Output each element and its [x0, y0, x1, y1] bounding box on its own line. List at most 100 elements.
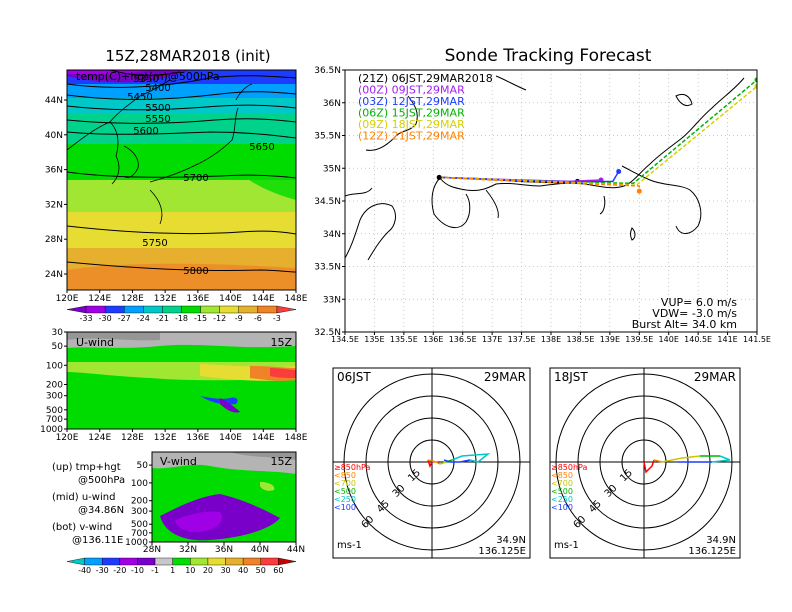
vwind-y-tick-label: 700 — [131, 529, 148, 539]
uwind-frame — [66, 331, 297, 430]
map-overlay-label: temp(C)+hgt(m)@500hPa — [76, 70, 220, 83]
launch-point — [436, 174, 442, 180]
track-x-tick-label: 141E — [717, 335, 737, 344]
wind-colorbar-swatch — [137, 557, 156, 566]
temp-colorbar-label: -9 — [235, 314, 243, 323]
temp-colorbar-swatch — [85, 305, 106, 314]
polar-hodograph-segment — [653, 459, 663, 463]
vwind-y-tick-label: 50 — [137, 461, 149, 471]
track-series-line — [439, 176, 641, 192]
vwind-x-tick-label: 40N — [251, 545, 269, 555]
polar-level-label: <100 — [551, 503, 573, 512]
uwind-x-tick-label: 148E — [285, 433, 308, 443]
track-y-tick-label: 34.5N — [314, 197, 341, 207]
uwind-x-tick-label: 144E — [252, 433, 275, 443]
track-y-tick-label: 33.5N — [314, 263, 341, 273]
track-x-tick-label: 139.5E — [625, 335, 653, 344]
polar-time-label: 06JST — [337, 370, 371, 384]
temp-colorbar-swatch — [124, 305, 144, 314]
sonde-params: VUP= 6.0 m/s VDW= -3.0 m/s Burst Alt= 34… — [632, 296, 738, 331]
polar-time-label: 18JST — [554, 370, 588, 384]
track-burst-point — [636, 188, 642, 194]
temp-colorbar-swatch — [219, 305, 239, 314]
wind-colorbar-label: -10 — [131, 566, 144, 575]
temperature-colorbar: -33 -30 -27 -24 -21 -18 -15 -12 -9 -6 -3 — [66, 305, 297, 323]
track-y-tick-label: 32.5N — [314, 328, 341, 338]
note-up-level: @500hPa — [78, 475, 125, 486]
contour-label: 5800 — [183, 266, 208, 277]
uwind-y-tick-label: 50 — [52, 342, 64, 352]
track-y-tick-label: 33N — [323, 295, 341, 305]
map-x-tick-label: 120E — [56, 294, 79, 304]
uwind-x-tick-label: 140E — [219, 433, 242, 443]
vwind-hour-tag: 15Z — [270, 455, 292, 468]
launch-list: (21Z) 06JST,29MAR2018(00Z) 09JST,29MAR(0… — [358, 72, 493, 143]
wind-colorbar-swatch — [260, 557, 279, 566]
polar-level-label: <700 — [334, 479, 356, 488]
polar-level-label: ≥850hPa — [551, 463, 588, 472]
temp-colorbar-label: -21 — [156, 314, 169, 323]
map-x-tick-label: 140E — [219, 294, 242, 304]
wind-colorbar-label: 60 — [273, 566, 283, 575]
contour-label: 5700 — [183, 173, 208, 184]
temp-colorbar-swatch — [200, 305, 220, 314]
polar-unit-label: ms-1 — [554, 540, 579, 551]
temp-colorbar-label: -3 — [273, 314, 281, 323]
wind-colorbar-label: 50 — [256, 566, 266, 575]
uwind-y-tick-label: 30 — [52, 328, 64, 338]
polar-lat-label: 34.9N — [706, 535, 736, 546]
contour-label: 5750 — [142, 238, 167, 249]
track-x-tick-label: 138.5E — [566, 335, 594, 344]
vwind-x-tick-label: 28N — [143, 545, 161, 555]
track-series — [436, 77, 757, 194]
contour-label: 5550 — [145, 114, 170, 125]
track-x-tick-label: 140E — [659, 335, 679, 344]
launch-list-item: (03Z) 12JST,29MAR — [358, 95, 465, 108]
polar-level-label: <500 — [334, 487, 356, 496]
launch-list-item: (06Z) 15JST,29MAR — [358, 107, 465, 120]
polar-unit-label: ms-1 — [337, 540, 362, 551]
temp-colorbar-label: -24 — [137, 314, 150, 323]
coastlines — [67, 79, 253, 225]
polar-date-label: 29MAR — [694, 370, 736, 384]
map-y-tick-label: 24N — [45, 270, 63, 280]
vwind-y-tick-label: 100 — [131, 479, 148, 489]
track-x-tick-label: 135.5E — [390, 335, 418, 344]
vwind-y-tick-label: 300 — [131, 507, 148, 517]
launch-list-item: (00Z) 09JST,29MAR — [358, 84, 465, 97]
wind-colorbar-swatch — [278, 557, 297, 566]
wind-colorbar-swatch — [102, 557, 121, 566]
vwind-x-tick-label: 44N — [287, 545, 305, 555]
note-bot: (bot) v-wind — [52, 522, 112, 533]
vwind-x-tick-label: 36N — [215, 545, 233, 555]
map-x-tick-label: 144E — [252, 294, 275, 304]
wind-colorbar-swatch — [66, 557, 85, 566]
temp-colorbar-label: -18 — [175, 314, 188, 323]
polar-date-label: 29MAR — [484, 370, 526, 384]
uwind-hour-tag: 15Z — [270, 336, 292, 349]
wind-colorbar-label: -40 — [78, 566, 91, 575]
track-y-tick-label: 34N — [323, 230, 341, 240]
polar-hodograph-segment — [443, 459, 471, 463]
vup-param: VUP= 6.0 m/s — [661, 296, 737, 309]
vwind-y-tick-label: 1000 — [125, 538, 148, 548]
polar-level-label: <500 — [551, 487, 573, 496]
temp-colorbar-swatch — [276, 305, 297, 314]
uwind-x-tick-label: 132E — [154, 433, 177, 443]
uwind-x-tick-label: 128E — [121, 433, 144, 443]
wind-colorbar-label: -30 — [96, 566, 109, 575]
note-mid-lat: @34.86N — [78, 505, 124, 516]
wind-colorbar-swatch — [172, 557, 191, 566]
track-burst-point — [616, 169, 622, 175]
polar-level-label: <250 — [551, 495, 573, 504]
wind-colorbar-label: -20 — [113, 566, 126, 575]
temp-colorbar-swatch — [257, 305, 278, 314]
map-axes: 120E 124E 128E 132E 136E 140E 144E 148E 24N 28N 32… — [45, 96, 308, 304]
init-title: 15Z,28MAR2018 (init) — [105, 47, 270, 65]
temp-colorbar-swatch — [66, 305, 87, 314]
contour-label: 5500 — [145, 103, 170, 114]
